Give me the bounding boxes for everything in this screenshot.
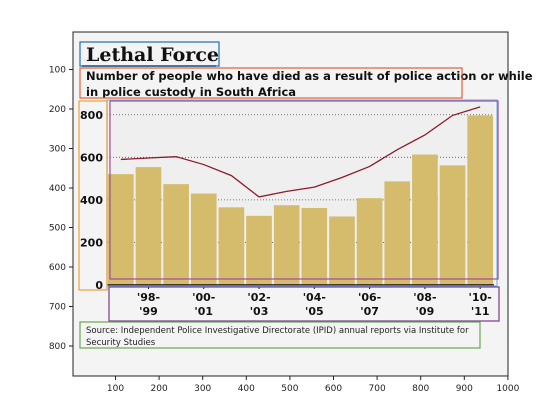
bar: [246, 215, 272, 285]
outer-y-tick-label: 300: [49, 145, 66, 155]
x-tick-label-bottom: '99: [139, 305, 158, 318]
x-tick-label-top: '08-: [413, 291, 436, 304]
y-tick-label: 0: [95, 279, 103, 292]
yaxis-box: [78, 100, 108, 291]
annotation-boxes: [78, 41, 500, 349]
xaxis-box: [108, 286, 500, 322]
outer-y-tick-label: 200: [49, 105, 66, 115]
bar: [412, 154, 438, 285]
source-box: [79, 321, 481, 349]
bar: [163, 184, 189, 285]
outer-y-tick-label: 400: [49, 184, 66, 194]
outer-x-tick-label: 1000: [496, 384, 519, 394]
outer-y-axis: 100 200 300 400 500 600 700 800: [49, 66, 73, 352]
x-tick-label-top: '04-: [303, 291, 326, 304]
x-tick-labels: '98-'99'00-'01'02-'03'04-'05'06-'07'08-'…: [137, 285, 492, 318]
x-tick-label-bottom: '03: [250, 305, 269, 318]
bar: [135, 167, 162, 285]
chart-subtitle: Number of people who have died as a resu…: [86, 69, 537, 99]
series-line: [120, 106, 481, 198]
bar: [467, 115, 493, 285]
outer-y-tick-label: 100: [49, 66, 66, 76]
bar: [108, 174, 134, 285]
bar: [384, 181, 411, 285]
chart-subtitle-line-1: Number of people who have died as a resu…: [86, 69, 533, 83]
bar: [218, 207, 245, 285]
outer-x-tick-label: 800: [412, 384, 429, 394]
outer-x-axis: 100 200 300 400 500 600 700 800 900 1000: [107, 376, 520, 394]
x-tick-label-bottom: '07: [360, 305, 379, 318]
chart-source: Source: Independent Police Investigative…: [86, 326, 471, 348]
outer-x-tick-label: 900: [456, 384, 473, 394]
x-tick-label-top: '00-: [192, 291, 215, 304]
chart-source-line-1: Source: Independent Police Investigative…: [86, 326, 469, 336]
bar: [439, 165, 466, 285]
outer-x-tick-label: 700: [369, 384, 386, 394]
subtitle-box: [79, 67, 463, 99]
outer-x-tick-label: 200: [151, 384, 168, 394]
y-tick-labels: 0 200 400 600 800: [80, 109, 103, 292]
chart-title: Lethal Force: [86, 44, 219, 66]
y-tick-label: 200: [80, 236, 103, 249]
x-tick-label-top: '98-: [137, 291, 160, 304]
outer-x-tick-label: 400: [238, 384, 255, 394]
outer-y-tick-label: 600: [49, 263, 66, 273]
x-tick-label-bottom: '05: [305, 305, 324, 318]
x-tick-label-bottom: '01: [194, 305, 213, 318]
outer-y-tick-label: 800: [49, 342, 66, 352]
bar: [329, 216, 355, 285]
title-box: [79, 41, 220, 67]
lines-box: [109, 100, 499, 280]
x-tick-label-top: '02-: [247, 291, 270, 304]
outer-y-tick-label: 500: [49, 224, 66, 234]
bar-series: [108, 115, 493, 285]
outer-x-tick-label: 600: [325, 384, 342, 394]
bar: [273, 205, 300, 285]
bar: [190, 193, 217, 285]
outer-x-tick-label: 300: [194, 384, 211, 394]
y-tick-label: 800: [80, 109, 103, 122]
bar: [301, 207, 328, 285]
outer-x-tick-label: 500: [281, 384, 298, 394]
outer-x-tick-label: 100: [107, 384, 124, 394]
y-tick-label: 600: [80, 151, 103, 164]
x-tick-label-bottom: '11: [471, 305, 490, 318]
y-tick-label: 400: [80, 194, 103, 207]
chart-subtitle-line-2: in police custody in South Africa: [86, 85, 296, 99]
x-tick-label-top: '06-: [358, 291, 381, 304]
chart-source-line-2: Security Studies: [86, 338, 156, 348]
bar: [356, 198, 383, 285]
x-tick-label-top: '10-: [469, 291, 492, 304]
line-series: [120, 106, 481, 198]
outer-y-tick-label: 700: [49, 303, 66, 313]
x-tick-label-bottom: '09: [416, 305, 435, 318]
